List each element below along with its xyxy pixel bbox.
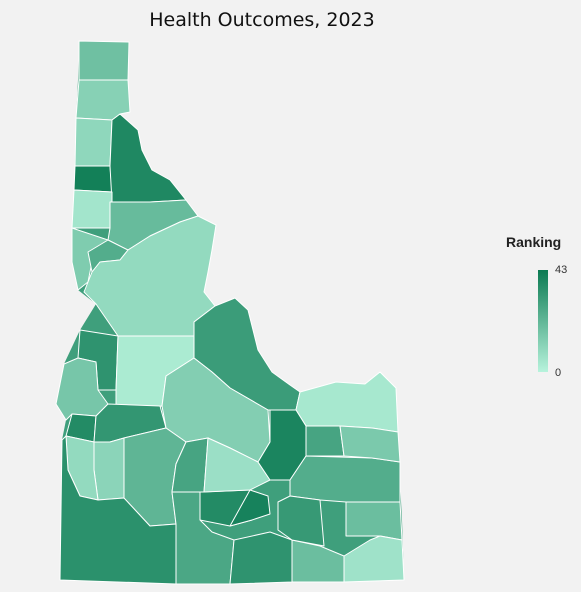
region-r2[interactable] bbox=[75, 79, 131, 121]
region-r4[interactable] bbox=[73, 165, 113, 193]
region-r36[interactable] bbox=[343, 535, 405, 583]
region-r19[interactable] bbox=[93, 437, 125, 501]
region-r32[interactable] bbox=[289, 455, 401, 503]
region-r35[interactable] bbox=[339, 425, 401, 463]
region-r6[interactable] bbox=[71, 189, 113, 229]
region-r28[interactable] bbox=[229, 531, 293, 585]
region-r34[interactable] bbox=[345, 501, 403, 541]
region-r3[interactable] bbox=[74, 117, 113, 167]
legend-max-label: 43 bbox=[555, 264, 568, 276]
region-r5[interactable] bbox=[109, 113, 187, 203]
region-r10[interactable] bbox=[83, 215, 217, 337]
region-r31[interactable] bbox=[305, 425, 345, 457]
region-r27[interactable] bbox=[229, 489, 271, 527]
map-title: Health Outcomes, 2023 bbox=[149, 9, 375, 31]
region-r18[interactable] bbox=[295, 371, 399, 433]
region-r22[interactable] bbox=[59, 435, 177, 585]
region-r1[interactable] bbox=[78, 40, 130, 81]
region-r33[interactable] bbox=[277, 495, 325, 547]
legend-title: Ranking bbox=[506, 234, 562, 250]
legend-min-label: 0 bbox=[555, 367, 562, 379]
legend-color-bar bbox=[538, 270, 548, 372]
